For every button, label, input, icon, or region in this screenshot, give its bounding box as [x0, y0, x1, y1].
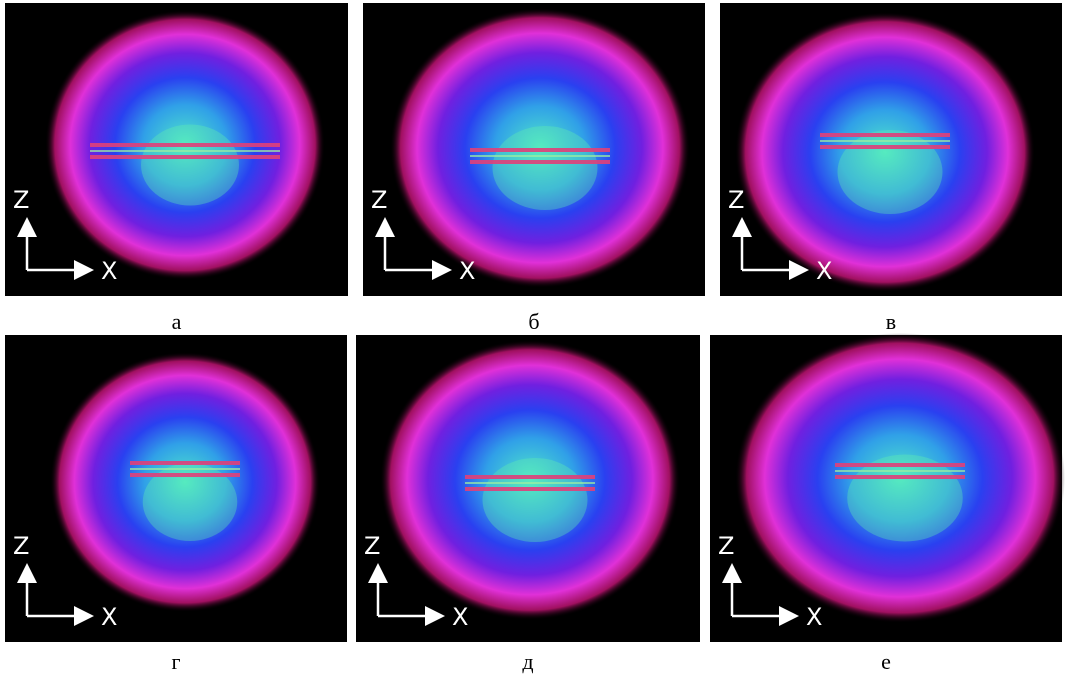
axis-x-label: X [452, 603, 468, 631]
panel-caption: д [522, 649, 533, 674]
image-panel: ZX [710, 333, 1065, 642]
axis-z-label: Z [718, 532, 734, 560]
panel-caption: г [171, 649, 180, 674]
axis-x-label: X [806, 603, 822, 631]
image-panel: ZX [720, 3, 1062, 296]
image-panel: ZX [356, 335, 700, 642]
spot-core [847, 454, 963, 542]
spot-core [492, 126, 598, 210]
axis-z-label: Z [728, 186, 744, 214]
image-panel: ZX [363, 3, 705, 296]
beam-spot [50, 352, 320, 612]
axis-x-label: X [459, 257, 475, 285]
axis-z-label: Z [13, 532, 29, 560]
beam-spot [735, 12, 1035, 292]
spot-core [142, 463, 238, 541]
axis-z-label: Z [364, 532, 380, 560]
axis-z-label: Z [13, 186, 29, 214]
axis-x-label: X [816, 257, 832, 285]
image-panel: ZX [5, 3, 348, 296]
spot-core [141, 124, 239, 206]
panel-caption: в [886, 309, 896, 334]
axis-x-label: X [101, 603, 117, 631]
axis-x-label: X [101, 257, 117, 285]
spot-core [482, 458, 588, 542]
image-panel: ZX [5, 335, 347, 642]
panel-caption: а [172, 309, 182, 334]
axis-z-label: Z [371, 186, 387, 214]
panel-caption: е [881, 649, 891, 674]
beam-spot [380, 340, 680, 620]
spot-core [837, 130, 943, 214]
panel-caption: б [528, 309, 539, 334]
